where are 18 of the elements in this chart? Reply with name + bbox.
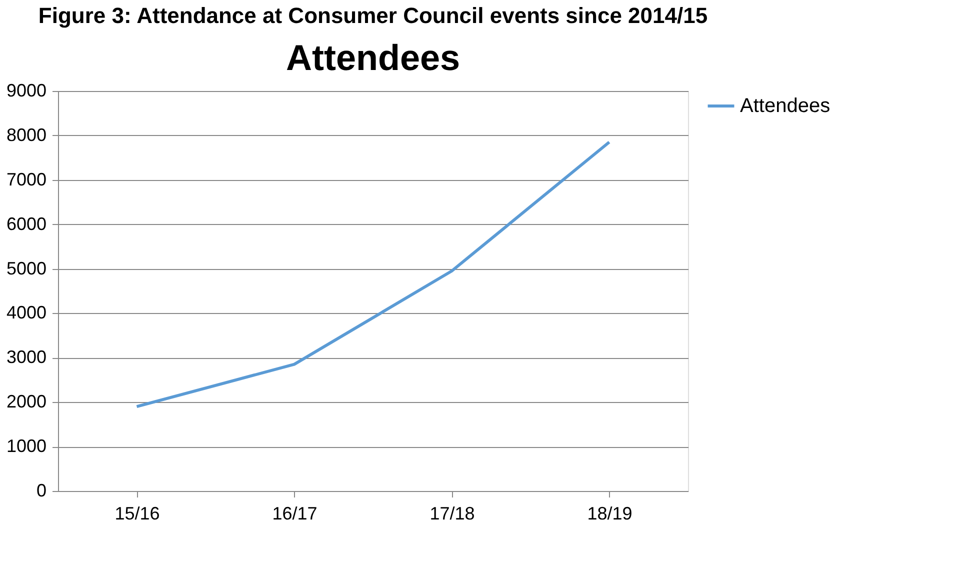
y-tick-label: 5000 [6,258,46,278]
x-tick-label: 16/17 [272,504,318,524]
y-tick-label: 1000 [6,436,46,456]
x-tick-label: 17/18 [430,504,475,524]
y-tick-label: 0 [36,480,46,500]
y-tick-label: 6000 [6,214,46,234]
chart-title: Figure 3: Attendance at Consumer Council events since 2014/15 [38,3,708,28]
x-tick-label: 15/16 [114,504,160,524]
y-tick-label: 3000 [6,347,46,368]
line-series [135,140,611,408]
y-tick-label: 4000 [6,302,46,323]
legend-label: Attendees [740,95,830,117]
y-tick-label: 9000 [6,80,46,100]
chart-subtitle: Attendees [286,37,460,78]
y-tick-label: 2000 [6,392,46,412]
x-tick-label: 18/19 [587,504,632,524]
y-tick-label: 8000 [6,124,46,145]
y-tick-label: 7000 [6,169,46,190]
